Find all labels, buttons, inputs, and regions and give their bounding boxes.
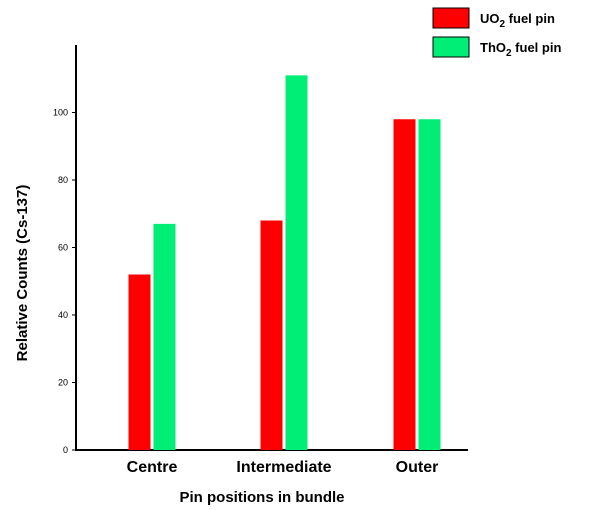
y-tick-label: 100 — [53, 108, 68, 118]
bar-tho2-centre — [153, 223, 176, 450]
y-tick-label: 80 — [58, 175, 68, 185]
y-tick-label: 20 — [58, 378, 68, 388]
bars — [128, 75, 441, 450]
x-tick-label: Intermediate — [236, 459, 331, 476]
bar-tho2-outer — [418, 119, 441, 450]
x-axis-title: Pin positions in bundle — [180, 489, 345, 506]
x-axis-tick-labels: Centre Intermediate Outer — [127, 459, 439, 476]
legend: UO2 fuel pin ThO2 fuel pin — [432, 7, 561, 59]
legend-swatch — [432, 36, 470, 58]
bar-tho2-intermediate — [285, 75, 308, 450]
legend-label: UO2 fuel pin — [480, 11, 555, 30]
y-tick-label: 40 — [58, 310, 68, 320]
legend-swatch — [432, 7, 470, 29]
x-tick-label: Centre — [127, 459, 178, 476]
y-tick-label: 60 — [58, 243, 68, 253]
bar-uo2-centre — [128, 274, 151, 450]
x-tick-label: Outer — [396, 459, 439, 476]
y-axis-title: Relative Counts (Cs-137) — [14, 185, 31, 362]
bar-uo2-outer — [393, 119, 416, 450]
bar-uo2-intermediate — [260, 220, 283, 450]
y-tick-label: 0 — [63, 445, 68, 455]
legend-label: ThO2 fuel pin — [480, 40, 561, 59]
y-axis-ticks: 0 20 40 60 80 100 — [53, 108, 76, 455]
